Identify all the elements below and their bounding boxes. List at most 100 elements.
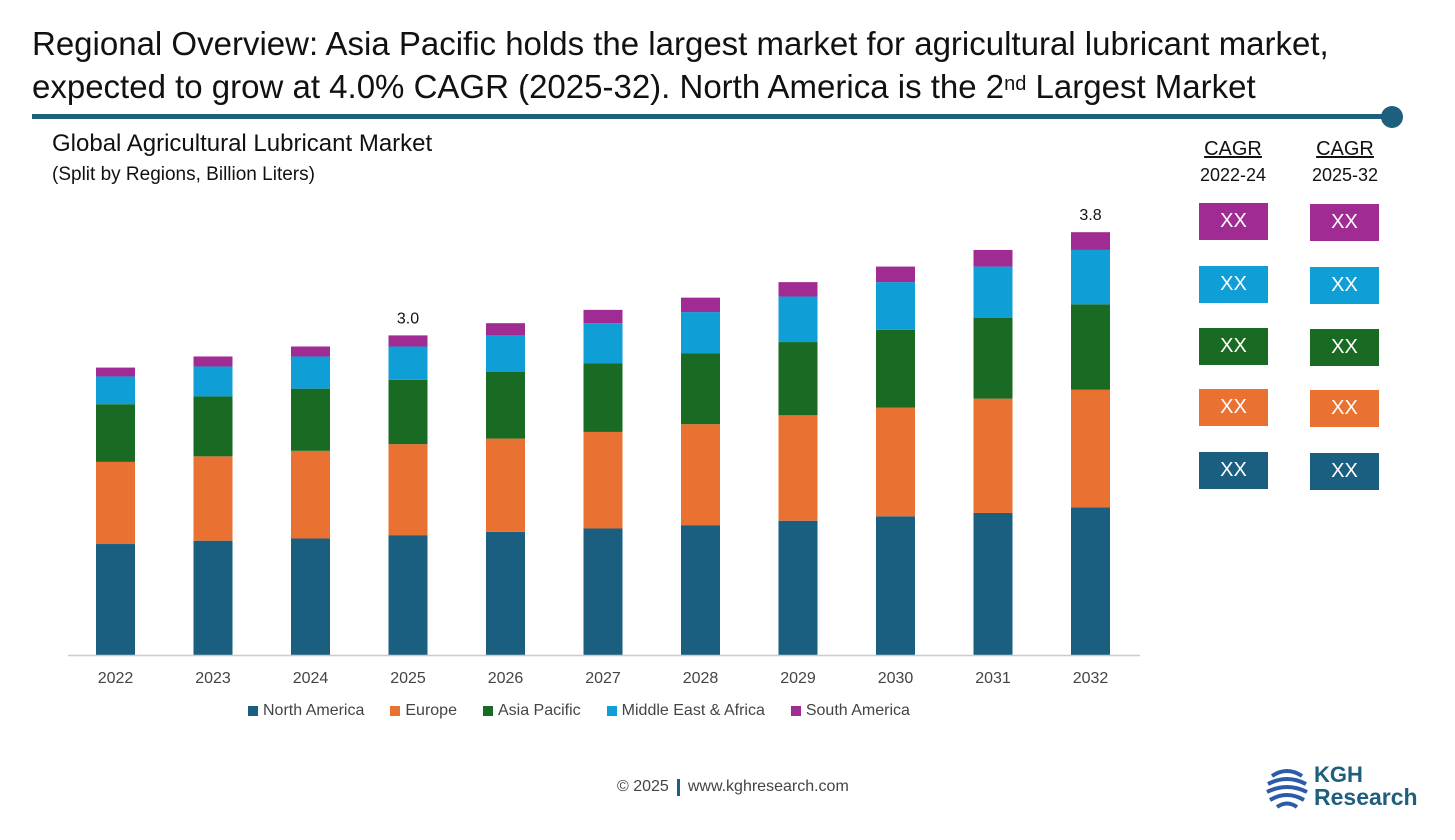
bar-segment-middle-east-africa-2029	[778, 296, 818, 343]
kgh-logo: KGH Research	[1264, 762, 1444, 812]
header-divider	[32, 114, 1392, 119]
bar-segment-middle-east-africa-2030	[876, 282, 915, 330]
bar-segment-north-america-2032	[1071, 507, 1110, 655]
bar-segment-south-america-2032	[1071, 232, 1110, 250]
data-label-2032: 3.8	[1079, 207, 1101, 224]
bar-segment-middle-east-africa-2027	[583, 323, 623, 364]
bar-segment-south-america-2031	[973, 249, 1013, 267]
headline-line1: Regional Overview: Asia Pacific holds th…	[32, 25, 1329, 62]
legend-item-south-america: South America	[790, 702, 910, 720]
bar-segment-south-america-2027	[583, 309, 623, 324]
header-divider-dot	[1381, 106, 1403, 128]
bar-segment-north-america-2028	[681, 525, 720, 655]
bar-segment-middle-east-africa-2024	[291, 356, 330, 389]
headline-superscript: nd	[1004, 73, 1027, 95]
x-tick-label-2030: 2030	[878, 670, 914, 687]
x-tick-label-2031: 2031	[975, 670, 1011, 687]
legend-label: Middle East & Africa	[621, 702, 765, 719]
cagr-value-box: XX	[1199, 452, 1268, 489]
x-tick-label-2022: 2022	[98, 670, 134, 687]
bar-segment-asia-pacific-2025	[388, 379, 428, 445]
bar-segment-europe-2024	[291, 450, 330, 539]
chart-title: Global Agricultural Lubricant Market	[52, 130, 433, 157]
cagr-value-box: XX	[1199, 328, 1268, 365]
bar-segment-south-america-2028	[681, 297, 720, 313]
legend-swatch	[790, 706, 801, 716]
footer-copyright: © 2025	[617, 778, 669, 795]
cagr-label: CAGR	[1204, 138, 1262, 160]
headline: Regional Overview: Asia Pacific holds th…	[32, 22, 1442, 108]
bar-segment-south-america-2025	[388, 335, 428, 347]
data-label-2025: 3.0	[397, 310, 419, 327]
bar-segment-asia-pacific-2027	[583, 363, 623, 432]
bar-segment-europe-2028	[681, 424, 720, 526]
cagr-value-box: XX	[1199, 266, 1268, 303]
bar-segment-asia-pacific-2032	[1071, 304, 1110, 390]
cagr-value-box: XX	[1310, 204, 1379, 241]
bar-segment-europe-2030	[876, 407, 915, 517]
bar-segment-south-america-2023	[193, 356, 233, 367]
legend-swatch	[606, 706, 617, 716]
cagr-value-box: XX	[1199, 389, 1268, 426]
bar-segment-asia-pacific-2028	[681, 353, 720, 425]
bar-segment-middle-east-africa-2022	[96, 376, 135, 405]
bar-segment-asia-pacific-2026	[486, 372, 525, 439]
bar-segment-middle-east-africa-2026	[486, 335, 525, 373]
legend-swatch	[390, 706, 401, 716]
cagr-period: 2025-32	[1311, 165, 1379, 185]
bar-segment-asia-pacific-2023	[193, 396, 233, 457]
cagr-column-2025-32: CAGR 2025-32	[1305, 138, 1385, 186]
bar-segment-europe-2027	[583, 431, 623, 529]
logo-text-kgh: KGH	[1314, 762, 1363, 787]
bar-segment-europe-2031	[973, 398, 1013, 513]
legend-label: South America	[805, 702, 910, 719]
bar-segment-south-america-2022	[96, 367, 135, 377]
bar-segment-middle-east-africa-2032	[1071, 249, 1110, 305]
bar-segment-europe-2026	[486, 438, 525, 532]
footer-url[interactable]: www.kghresearch.com	[687, 778, 849, 795]
x-tick-label-2028: 2028	[683, 670, 719, 687]
bar-segment-north-america-2030	[876, 516, 915, 655]
bar-segment-south-america-2029	[778, 282, 818, 297]
bar-segment-asia-pacific-2031	[973, 317, 1013, 399]
cagr-label: CAGR	[1316, 138, 1374, 160]
bar-segment-europe-2022	[96, 461, 135, 545]
legend-item-asia-pacific: Asia Pacific	[482, 702, 581, 720]
legend-label: Asia Pacific	[497, 702, 581, 719]
legend-swatch	[482, 706, 493, 716]
x-tick-label-2025: 2025	[390, 670, 426, 687]
footer-separator	[676, 778, 680, 796]
bar-segment-europe-2029	[778, 415, 818, 521]
footer: © 2025 www.kghresearch.com	[617, 778, 849, 796]
bar-segment-middle-east-africa-2023	[193, 366, 233, 397]
cagr-value-box: XX	[1310, 329, 1379, 366]
bar-segment-asia-pacific-2022	[96, 404, 135, 462]
cagr-value-box: XX	[1199, 203, 1268, 240]
x-tick-label-2029: 2029	[780, 670, 816, 687]
bar-segment-south-america-2030	[876, 266, 915, 283]
cagr-value-box: XX	[1310, 267, 1379, 304]
x-tick-label-2024: 2024	[293, 670, 329, 687]
bar-segment-europe-2032	[1071, 389, 1110, 508]
stacked-bar-chart: 2022 2023 2024 2025 2026 2027 2028 2029 2030 2031…	[68, 207, 1140, 687]
bar-segment-north-america-2023	[193, 540, 233, 655]
bar-segment-north-america-2027	[583, 528, 623, 655]
bar-segment-north-america-2029	[778, 520, 818, 655]
legend-label: Europe	[405, 702, 457, 719]
x-tick-label-2027: 2027	[585, 670, 621, 687]
globe-icon	[1266, 769, 1308, 809]
logo-text-research: Research	[1314, 784, 1418, 810]
chart-subtitle: (Split by Regions, Billion Liters)	[52, 164, 315, 185]
bar-segment-south-america-2024	[291, 346, 330, 357]
chart-legend: North America Europe Asia Pacific Middle Ea…	[248, 702, 910, 720]
cagr-value-box: XX	[1310, 390, 1379, 427]
bar-segment-north-america-2022	[96, 544, 135, 655]
bar-segment-europe-2025	[388, 444, 428, 536]
bar-segment-middle-east-africa-2025	[388, 346, 428, 380]
bar-segment-asia-pacific-2024	[291, 388, 330, 451]
legend-label: North America	[263, 702, 365, 719]
x-tick-label-2032: 2032	[1073, 670, 1109, 687]
bar-segment-north-america-2025	[388, 535, 428, 655]
cagr-column-2022-24: CAGR 2022-24	[1193, 138, 1273, 186]
bar-segment-south-america-2026	[486, 323, 525, 336]
